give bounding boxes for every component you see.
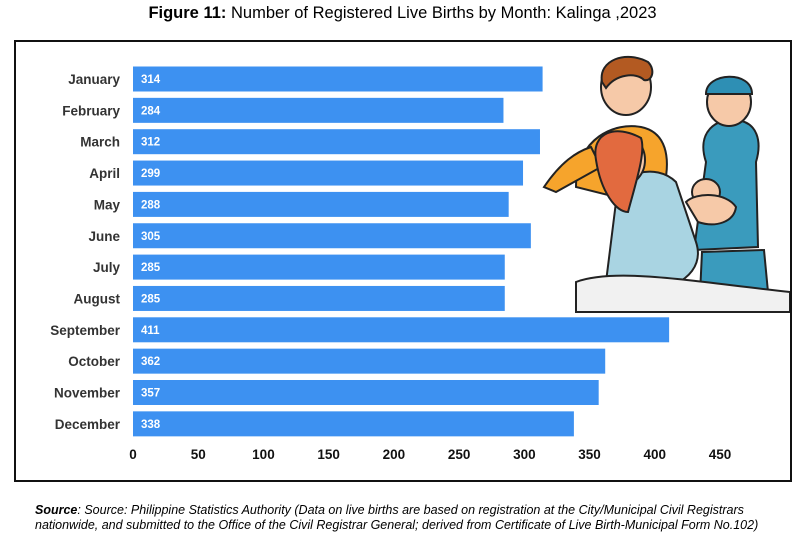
category-label-may: May [94,197,121,212]
x-tick-label-250: 250 [448,447,471,462]
x-tick-label-400: 400 [644,447,667,462]
bar-november [133,380,599,405]
bar-january [133,66,543,92]
source-label: Source [35,503,78,517]
bar-december [133,411,574,437]
bar-june [133,223,531,249]
category-label-july: July [93,260,121,275]
source-text: : Source: Philippine Statistics Authorit… [35,503,759,532]
category-label-january: January [68,72,120,87]
bar-value-label-november: 357 [141,388,160,400]
category-label-june: June [88,229,120,244]
category-label-august: August [74,291,121,306]
bar-value-label-january: 314 [141,74,161,86]
bar-value-label-march: 312 [141,137,160,149]
category-label-october: October [68,354,121,369]
category-labels: January February March April May June July Augu… [50,72,121,432]
category-label-february: February [62,103,120,118]
figure-label: Figure 11: [148,4,227,22]
chart-frame: 314 284 312 299 288 305 285 285 411 362 357 338 Jan… [14,40,792,482]
family-with-newborn-illustration [542,55,790,313]
x-tick-label-350: 350 [578,447,601,462]
bar-september [133,317,670,343]
category-label-december: December [55,417,121,432]
x-tick-label-100: 100 [252,447,275,462]
x-tick-label-0: 0 [129,447,137,462]
bar-april [133,160,524,186]
bars-layer: 314 284 312 299 288 305 285 285 411 362 357 338 [133,66,670,437]
bar-value-label-april: 299 [141,168,160,180]
category-label-april: April [89,166,120,181]
category-label-march: March [80,135,120,150]
category-label-november: November [54,386,121,401]
bar-march [133,129,540,155]
bar-may [133,191,509,217]
figure-title: Figure 11: Number of Registered Live Bir… [0,4,805,23]
x-tick-label-50: 50 [191,447,206,462]
bar-july [133,254,505,280]
x-tick-label-150: 150 [317,447,340,462]
bar-february [133,97,504,123]
figure-title-text: Number of Registered Live Births by Mont… [230,4,657,22]
source-note: Source: Source: Philippine Statistics Au… [35,503,785,533]
bar-value-label-september: 411 [141,325,160,337]
bar-value-label-may: 288 [141,199,161,211]
x-tick-label-300: 300 [513,447,536,462]
bar-value-label-june: 305 [141,231,161,243]
bar-value-label-october: 362 [141,356,160,368]
bar-october [133,348,606,374]
bar-value-label-july: 285 [141,262,161,274]
bar-value-label-december: 338 [141,419,161,431]
bar-value-label-august: 285 [141,293,161,305]
x-tick-label-200: 200 [383,447,406,462]
bar-value-label-february: 284 [141,105,161,117]
x-axis-ticks: 0 50 100 150 200 250 300 350 400 450 [129,447,731,462]
bar-chart: 314 284 312 299 288 305 285 285 411 362 357 338 Jan… [50,55,790,462]
category-label-september: September [50,323,121,338]
bar-august [133,285,505,311]
x-tick-label-450: 450 [709,447,732,462]
